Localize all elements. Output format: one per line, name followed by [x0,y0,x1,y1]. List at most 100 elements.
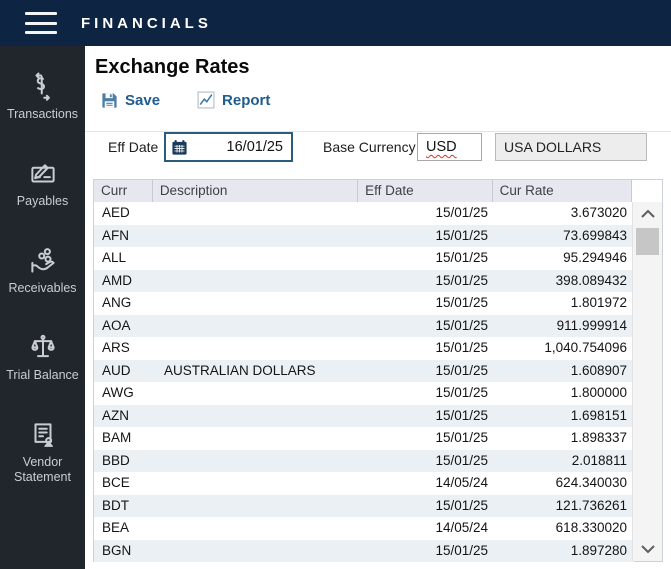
table-row[interactable]: BGN 15/01/25 1.897280 [94,539,634,563]
scrollbar-thumb[interactable] [636,228,659,255]
exchange-rates-table: Curr Description Eff Date Cur Rate AED 15… [93,179,663,562]
money-transfer-icon [35,72,50,101]
cell-date: 15/01/25 [435,385,488,400]
table-row[interactable]: ARS 15/01/25 1,040.754096 [94,337,634,360]
save-button-label: Save [125,91,161,109]
sidebar-item-payables[interactable]: Payables [0,147,85,234]
cell-curr: BCE [102,475,130,490]
cell-rate: 911.999914 [556,317,627,333]
scales-icon [30,334,55,358]
table-row[interactable]: AFN 15/01/25 73.699843 [94,224,634,248]
cell-date: 14/05/24 [435,520,488,535]
main-content: Exchange Rates Save Report Eff Date [85,46,671,569]
scroll-down-button[interactable] [633,539,662,559]
sidebar-item-label: Receivables [8,281,77,295]
column-header-curr[interactable]: Curr [94,180,153,202]
table-row[interactable]: BBD 15/01/25 2.018811 [94,449,634,472]
sidebar: Transactions Payables Receivables Trial … [0,46,85,569]
cell-desc [153,382,359,405]
base-currency-label: Base Currency [323,139,416,155]
cell-date: 15/01/25 [435,542,488,558]
cell-curr: AMD [102,272,132,288]
table-row[interactable]: AZN 15/01/25 1.698151 [94,404,634,427]
cell-date: 15/01/25 [435,340,488,355]
table-row[interactable]: ANG 15/01/25 1.801972 [94,292,634,315]
cell-date: 15/01/25 [435,362,488,378]
check-pen-icon [30,164,55,183]
cell-date: 15/01/25 [435,407,488,423]
table-row[interactable]: AWG 15/01/25 1.800000 [94,382,634,405]
cell-desc [153,247,359,270]
eff-date-value: 16/01/25 [226,139,283,155]
base-currency-name-field: USA DOLLARS [495,133,647,161]
table-row[interactable]: BEA 14/05/24 618.330020 [94,517,634,540]
column-header-eff-date[interactable]: Eff Date [358,180,493,202]
cell-desc [153,427,359,450]
cell-rate: 1.608907 [570,362,627,378]
table-row[interactable]: AUD AUSTRALIAN DOLLARS 15/01/25 1.608907 [94,359,634,382]
base-currency-input[interactable]: USD [417,133,482,161]
cell-rate: 121.736261 [555,497,627,513]
toolbar: Save Report [100,90,270,110]
base-currency-code: USD [426,139,457,155]
table-row[interactable]: BDT 15/01/25 121.736261 [94,494,634,517]
cell-curr: AED [102,205,130,220]
cell-date: 15/01/25 [435,430,488,445]
cell-rate: 1.898337 [570,430,627,445]
cell-rate: 2.018811 [571,452,627,468]
header-spacer [632,180,663,202]
cell-desc [153,540,359,563]
column-header-cur-rate[interactable]: Cur Rate [492,180,633,202]
cell-curr: AOA [102,317,131,333]
cell-rate: 1.801972 [570,295,627,310]
cell-desc [153,337,359,360]
report-button[interactable]: Report [196,90,270,110]
cell-desc: AUSTRALIAN DOLLARS [164,362,316,378]
sidebar-item-label: Transactions [6,107,79,121]
cell-curr: BDT [102,497,129,513]
table-row[interactable]: AMD 15/01/25 398.089432 [94,269,634,292]
hamburger-menu-icon[interactable] [25,12,57,34]
cell-curr: BBD [102,452,130,468]
sidebar-item-receivables[interactable]: Receivables [0,234,85,321]
table-row[interactable]: AOA 15/01/25 911.999914 [94,314,634,337]
document-person-icon [34,423,53,447]
cell-date: 14/05/24 [435,475,488,490]
cell-rate: 624.340030 [555,475,627,490]
sidebar-item-label: Trial Balance [6,368,79,382]
table-row[interactable]: BAM 15/01/25 1.898337 [94,427,634,450]
cell-date: 15/01/25 [435,272,488,288]
eff-date-label: Eff Date [108,139,159,155]
table-row[interactable]: ALL 15/01/25 95.294946 [94,247,634,270]
cell-date: 15/01/25 [435,317,488,333]
cell-rate: 398.089432 [555,272,627,288]
calendar-icon[interactable] [171,139,188,156]
table-row[interactable]: AED 15/01/25 3.673020 [94,202,634,225]
cell-curr: ANG [102,295,132,310]
chevron-down-icon [640,545,655,554]
report-button-label: Report [222,91,271,109]
scroll-up-button[interactable] [633,204,662,224]
cell-rate: 1.800000 [570,385,627,400]
cell-curr: AZN [102,407,129,423]
column-header-description[interactable]: Description [152,180,359,202]
eff-date-input[interactable]: 16/01/25 [164,132,293,162]
cell-curr: AWG [102,385,134,400]
cell-desc [153,225,359,248]
cell-desc [153,202,359,225]
cell-rate: 95.294946 [563,250,627,265]
top-app-bar: FINANCIALS [0,0,671,46]
sidebar-item-transactions[interactable]: Transactions [0,60,85,147]
sidebar-item-vendor-statement[interactable]: Vendor Statement [0,408,85,495]
cell-rate: 1,040.754096 [544,340,627,355]
sidebar-item-trial-balance[interactable]: Trial Balance [0,321,85,408]
cell-curr: AFN [102,227,129,243]
table-row[interactable]: BCE 14/05/24 624.340030 [94,472,634,495]
cell-curr: BGN [102,542,132,558]
vertical-scrollbar[interactable] [632,202,662,561]
cell-rate: 618.330020 [555,520,627,535]
cell-desc [153,292,359,315]
cell-rate: 1.698151 [570,407,627,423]
save-button[interactable]: Save [100,91,160,110]
chevron-up-icon [640,209,655,218]
